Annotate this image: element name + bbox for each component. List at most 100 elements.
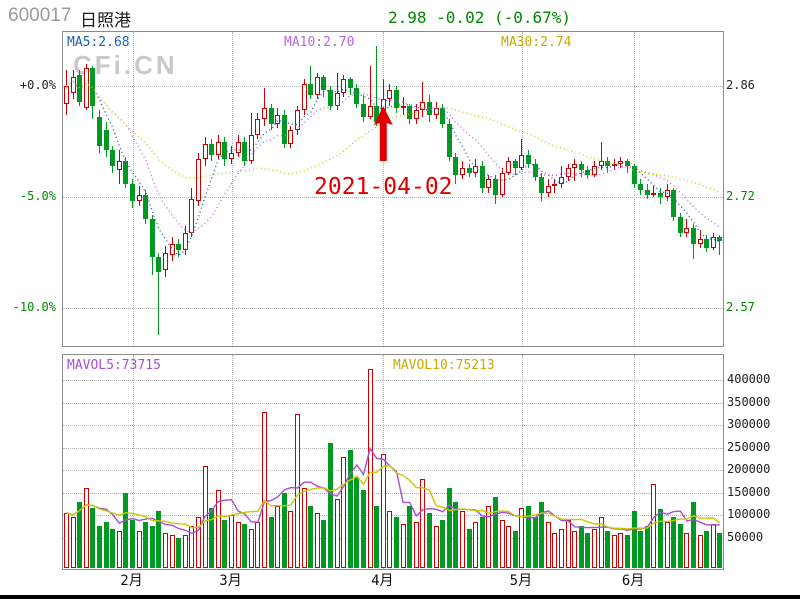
volume-bar <box>64 512 69 568</box>
volume-bar <box>479 517 485 568</box>
volume-bar <box>215 490 221 568</box>
volume-bar <box>222 519 228 568</box>
volume-bar <box>578 526 584 568</box>
watermark: CFi.CN <box>73 50 178 80</box>
candle-body <box>479 165 485 189</box>
ma-label: MA30:2.74 <box>501 35 572 50</box>
price-axis-right-label: 2.86 <box>726 78 755 92</box>
volume-bar <box>103 521 109 568</box>
volume-bar <box>460 510 465 568</box>
mavol-label: MAVOL5:73715 <box>67 358 161 373</box>
volume-bar <box>314 512 320 568</box>
volume-bar <box>321 519 327 568</box>
volume-bar <box>143 521 149 568</box>
volume-bar <box>499 519 505 568</box>
volume-bar <box>281 492 287 568</box>
volume-bar <box>493 497 498 568</box>
volume-bar <box>539 501 545 568</box>
price-axis-right-label: 2.72 <box>726 189 755 203</box>
candle-body <box>671 190 677 217</box>
candle-body <box>572 163 578 169</box>
volume-bar <box>77 501 83 568</box>
candle-body <box>215 141 221 155</box>
volume-bar <box>229 515 234 568</box>
volume-bar <box>552 533 558 568</box>
candle-body <box>453 157 459 175</box>
candle-body <box>519 154 525 169</box>
candle-body <box>664 190 670 197</box>
volume-bar <box>295 413 300 568</box>
volume-bar <box>605 530 611 568</box>
candle-wick <box>422 81 424 118</box>
volume-bar <box>242 524 248 568</box>
volume-bar <box>301 488 307 568</box>
candle-body <box>413 110 419 120</box>
candle-body <box>427 101 432 115</box>
volume-bar <box>149 526 155 568</box>
price-gridline <box>63 86 723 87</box>
month-gridline <box>521 32 523 346</box>
candle-body <box>387 90 393 100</box>
candle-body <box>486 179 492 189</box>
volume-axis-label: 400000 <box>727 372 771 386</box>
volume-gridline <box>63 447 723 449</box>
candle-body <box>367 105 373 118</box>
stock-name: 日照港 <box>80 11 131 30</box>
candle-body <box>704 239 710 249</box>
volume-bar <box>677 524 683 568</box>
candle-body <box>697 239 703 244</box>
candle-body <box>506 161 512 173</box>
volume-bar <box>275 506 281 568</box>
candle-body <box>684 228 690 233</box>
candle-body <box>229 152 234 160</box>
candle-body <box>143 194 149 220</box>
volume-axis-label: 250000 <box>727 439 771 454</box>
candle-body <box>77 74 83 102</box>
candle-body <box>169 243 175 255</box>
candle-body <box>97 117 102 146</box>
price-gridline <box>63 308 723 309</box>
candle-body <box>493 179 498 195</box>
price-axis-left-label: -5.0% <box>19 189 56 203</box>
volume-bar <box>717 533 723 568</box>
volume-bar <box>288 510 294 568</box>
volume-bar <box>664 521 670 568</box>
volume-bar <box>466 528 472 568</box>
volume-bar <box>572 530 578 568</box>
volume-bar <box>697 535 703 568</box>
volume-bar <box>710 524 716 568</box>
candle-body <box>446 123 452 158</box>
candle-body <box>182 232 188 251</box>
candle-body <box>262 108 267 120</box>
candle-body <box>618 161 624 164</box>
volume-bar <box>506 526 512 568</box>
candle-body <box>288 130 294 144</box>
candle-body <box>394 90 399 109</box>
volume-gridline <box>63 515 723 516</box>
candle-body <box>334 92 340 106</box>
month-label: 4月 <box>371 573 394 589</box>
month-gridline <box>231 32 233 346</box>
volume-bar <box>532 517 538 568</box>
volume-bar <box>202 465 208 568</box>
price-axis-left-label: +0.0% <box>19 78 56 92</box>
volume-bar <box>347 449 353 568</box>
candle-body <box>90 68 96 106</box>
candle-body <box>281 114 287 144</box>
candle-body <box>526 154 531 164</box>
volume-bar <box>341 456 347 568</box>
volume-chart-panel: MAVOL5:73715 MAVOL10:75213 <box>62 354 724 570</box>
candle-body <box>255 119 261 135</box>
volume-gridline <box>63 402 723 404</box>
volume-bar <box>110 528 116 568</box>
candle-body <box>70 77 76 93</box>
month-label: 2月 <box>120 573 143 589</box>
candle-body <box>361 103 366 118</box>
volume-bar <box>512 530 518 568</box>
candle-body <box>149 219 155 257</box>
volume-bar <box>235 521 241 568</box>
volume-bar <box>123 492 129 568</box>
volume-bar <box>433 526 439 568</box>
candle-body <box>545 185 551 193</box>
candle-body <box>163 252 168 271</box>
